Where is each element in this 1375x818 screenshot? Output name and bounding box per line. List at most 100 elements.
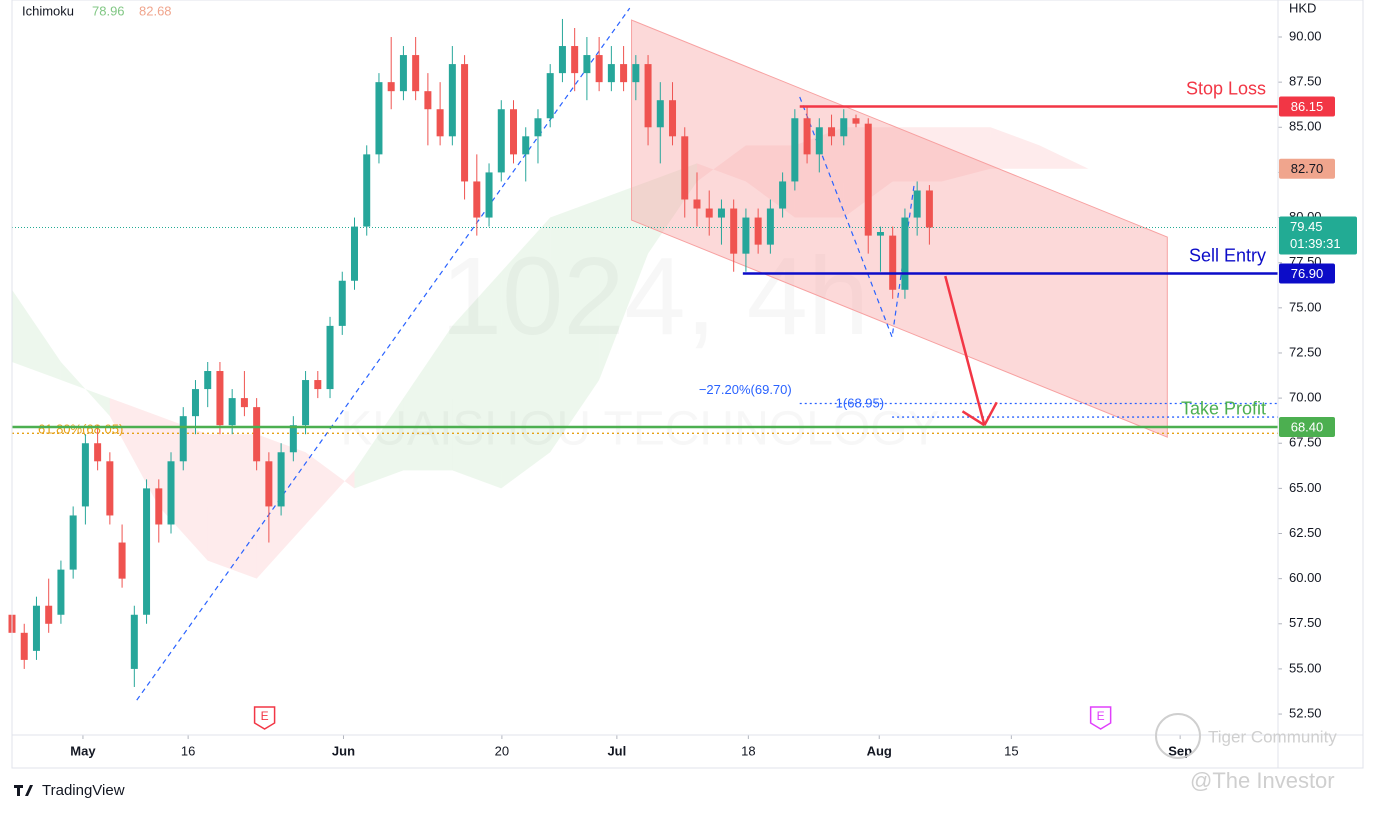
price-tag <box>1279 263 1335 284</box>
y-tick-label: 75.00 <box>1289 299 1322 314</box>
candle-body <box>387 82 395 92</box>
candle-body <box>204 371 212 390</box>
candle-body <box>644 64 652 128</box>
candle-body <box>901 217 909 290</box>
candle-body <box>693 199 701 209</box>
current-price-label: 79.45 <box>1290 219 1323 234</box>
arrow <box>944 275 986 426</box>
x-tick-label: Jun <box>332 743 355 758</box>
cloud-segment <box>403 325 453 471</box>
candle-body <box>228 398 236 426</box>
candle-body <box>840 118 848 137</box>
channel <box>631 19 1168 438</box>
candle-body <box>253 407 261 462</box>
candle-body <box>94 443 102 462</box>
arrow-head <box>961 410 986 427</box>
fib-label: 1(68.95) <box>836 395 884 410</box>
candle-body <box>32 605 40 651</box>
event-label: E <box>1097 709 1105 723</box>
candle-body <box>534 118 542 137</box>
candle-body <box>45 605 53 624</box>
community: Tiger Community <box>1208 727 1337 746</box>
x-tick-label: Aug <box>867 743 892 758</box>
x-tick-label: May <box>70 743 96 758</box>
candle-body <box>864 123 872 236</box>
event-label: E <box>261 709 269 723</box>
candle-body <box>669 100 677 137</box>
candle-body <box>363 154 371 227</box>
cloud-segment <box>60 361 110 417</box>
candle-body <box>81 443 89 507</box>
candle-body <box>522 136 530 155</box>
candle-body <box>118 542 126 579</box>
candle-body <box>216 371 224 426</box>
candle-body <box>240 398 248 408</box>
y-tick-label: 87.50 <box>1289 74 1322 89</box>
price-tag-label: 68.40 <box>1291 419 1324 434</box>
candle-body <box>473 181 481 218</box>
candle-body <box>350 226 358 281</box>
candle-body <box>730 208 738 254</box>
x-tick-label: 18 <box>741 743 755 758</box>
community-logo <box>1155 713 1201 759</box>
candle-body <box>265 461 273 507</box>
cloud-segment <box>1039 145 1089 169</box>
candle-body <box>656 100 664 128</box>
y-tick-label: 90.00 <box>1289 28 1322 43</box>
y-tick-label: 72.50 <box>1289 344 1322 359</box>
level-label: Take Profit <box>1181 399 1266 419</box>
candle-body <box>57 569 65 615</box>
candle-body <box>925 190 933 228</box>
x-tick-label: 20 <box>495 743 509 758</box>
x-tick-label: 15 <box>1004 743 1018 758</box>
fib-label: −27.20%(69.70) <box>699 382 792 397</box>
candle-body <box>167 461 175 525</box>
cloud-segment <box>696 145 746 182</box>
candle-body <box>20 632 28 660</box>
event-marker <box>253 706 276 730</box>
y-tick-label: 60.00 <box>1289 570 1322 585</box>
candle-body <box>448 64 456 137</box>
cloud-segment <box>12 289 61 381</box>
x-tick-label: Jul <box>607 743 626 758</box>
candle-body <box>876 232 884 236</box>
candle-body <box>289 425 297 453</box>
candle-body <box>889 235 897 290</box>
candle-body <box>546 73 554 119</box>
zigzag <box>799 96 915 340</box>
price-tag <box>1279 416 1335 437</box>
y-tick-label: 62.50 <box>1289 525 1322 540</box>
indicator-value: 78.96 <box>92 3 125 18</box>
candle-body <box>155 488 163 525</box>
cloud-segment <box>452 271 502 489</box>
x-tick-label: 16 <box>181 743 195 758</box>
candle-body <box>571 46 579 74</box>
y-tick-label: 65.00 <box>1289 480 1322 495</box>
candle-body <box>69 515 77 570</box>
candle-body <box>913 190 921 218</box>
candle-body <box>632 64 640 83</box>
candle-body <box>302 380 310 426</box>
candle-body <box>424 91 432 110</box>
arrow-head <box>983 401 998 426</box>
cloud-segment <box>990 127 1040 169</box>
candle-body <box>485 172 493 218</box>
candle-body <box>510 109 518 155</box>
candle-body <box>779 181 787 209</box>
candle-body <box>852 118 860 124</box>
price-tag-label: 76.90 <box>1291 266 1324 281</box>
tv-logo: TradingView <box>14 782 125 799</box>
candle-body <box>326 325 334 390</box>
candle-body <box>754 217 762 245</box>
candle-body <box>815 127 823 155</box>
candle-body <box>436 109 444 137</box>
candle-body <box>143 488 151 615</box>
candle-body <box>791 118 799 182</box>
indicator-value: 82.68 <box>139 3 172 18</box>
y-tick-label: 52.50 <box>1289 705 1322 720</box>
cloud-segment <box>599 181 649 381</box>
price-tag <box>1279 158 1335 179</box>
candle-body <box>314 380 322 390</box>
candle-body <box>681 136 689 200</box>
